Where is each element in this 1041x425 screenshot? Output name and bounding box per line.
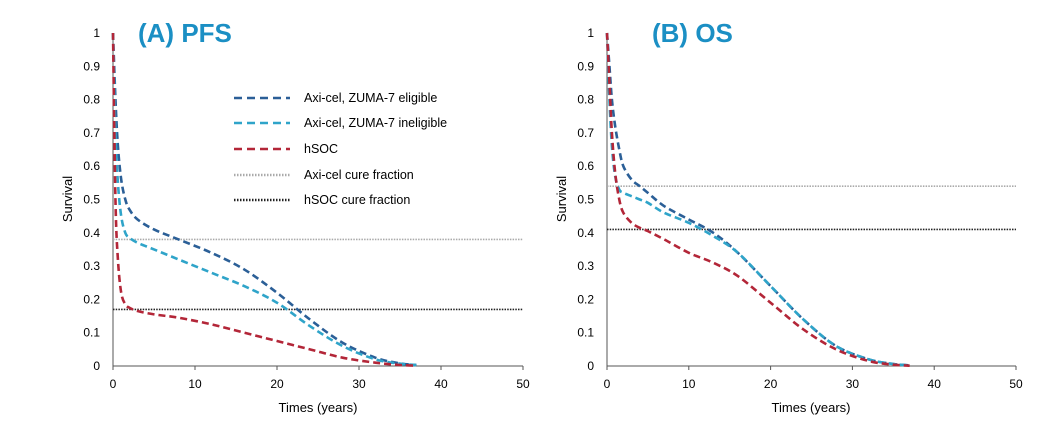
panel-a-y-tick-label: 0.9 bbox=[83, 59, 100, 73]
panel-a-x-tick-label: 10 bbox=[188, 377, 202, 391]
panel-a-series-1 bbox=[111, 32, 417, 367]
panel-a-ylabel: Survival bbox=[60, 176, 75, 222]
panel-a-x-tick-label: 50 bbox=[516, 377, 530, 391]
panel-b-x-tick-label: 20 bbox=[764, 377, 778, 391]
legend-label-hsoc-cure: hSOC cure fraction bbox=[304, 193, 410, 207]
panel-b-x-tick-label: 10 bbox=[682, 377, 696, 391]
panel-b-title: (B) OS bbox=[652, 18, 733, 48]
panel-b-y-tick-label: 0.5 bbox=[577, 193, 594, 207]
panel-a-x-tick-label: 40 bbox=[434, 377, 448, 391]
panel-b-series-1 bbox=[605, 32, 910, 367]
panel-a-y-tick-label: 0.2 bbox=[83, 292, 100, 306]
panel-a-series-0 bbox=[111, 32, 417, 367]
panel-b-x-tick-label: 0 bbox=[604, 377, 611, 391]
legend-label-hsoc: hSOC bbox=[304, 142, 338, 156]
panel-a-y-tick-label: 0.6 bbox=[83, 159, 100, 173]
panel-a-y-tick-label: 0.3 bbox=[83, 259, 100, 273]
panel-b-y-tick-label: 0.1 bbox=[577, 326, 594, 340]
panel-b-y-tick-label: 1 bbox=[587, 26, 594, 40]
panel-b-x-tick-label: 50 bbox=[1009, 377, 1023, 391]
panel-b-y-tick-label: 0.4 bbox=[577, 226, 594, 240]
legend-label-eligible: Axi-cel, ZUMA-7 eligible bbox=[304, 91, 437, 105]
panel-a-y-tick-label: 0.7 bbox=[83, 126, 100, 140]
panel-b-y-tick-label: 0 bbox=[587, 359, 594, 373]
panel-b-y-tick-label: 0.7 bbox=[577, 126, 594, 140]
panel-a-y-tick-label: 0.4 bbox=[83, 226, 100, 240]
panel-b-ylabel: Survival bbox=[554, 176, 569, 222]
legend-label-axicel-cure: Axi-cel cure fraction bbox=[304, 168, 414, 182]
panel-b-y-tick-label: 0.9 bbox=[577, 59, 594, 73]
chart-marks: 00.10.20.30.40.50.60.70.80.910 10 20 30 40 50… bbox=[83, 26, 1023, 391]
legend: Axi-cel, ZUMA-7 eligible Axi-cel, ZUMA-7… bbox=[234, 91, 447, 207]
panel-a-x-tick-label: 20 bbox=[270, 377, 284, 391]
panel-b-y-tick-label: 0.2 bbox=[577, 292, 594, 306]
panel-b-xlabel: Times (years) bbox=[772, 400, 851, 415]
panel-b-y-tick-label: 0.8 bbox=[577, 93, 594, 107]
panel-a-xlabel: Times (years) bbox=[279, 400, 358, 415]
panel-a-x-tick-label: 0 bbox=[110, 377, 117, 391]
panel-a-x-tick-label: 30 bbox=[352, 377, 366, 391]
panel-b-x-tick-label: 30 bbox=[846, 377, 860, 391]
panel-a-y-tick-label: 0.5 bbox=[83, 193, 100, 207]
panel-b-y-tick-label: 0.6 bbox=[577, 159, 594, 173]
panel-a-y-tick-label: 0.1 bbox=[83, 326, 100, 340]
panel-b-y-tick-label: 0.3 bbox=[577, 259, 594, 273]
panel-b-x-tick-label: 40 bbox=[928, 377, 942, 391]
panel-a-y-tick-label: 1 bbox=[93, 26, 100, 40]
panel-a-y-tick-label: 0.8 bbox=[83, 93, 100, 107]
legend-label-ineligible: Axi-cel, ZUMA-7 ineligible bbox=[304, 116, 447, 130]
panel-a-y-tick-label: 0 bbox=[93, 359, 100, 373]
panel-b-series-0 bbox=[605, 32, 910, 367]
panel-a-title: (A) PFS bbox=[138, 18, 232, 48]
panel-b-series-2 bbox=[605, 32, 910, 367]
panel-a-series-2 bbox=[111, 32, 417, 367]
